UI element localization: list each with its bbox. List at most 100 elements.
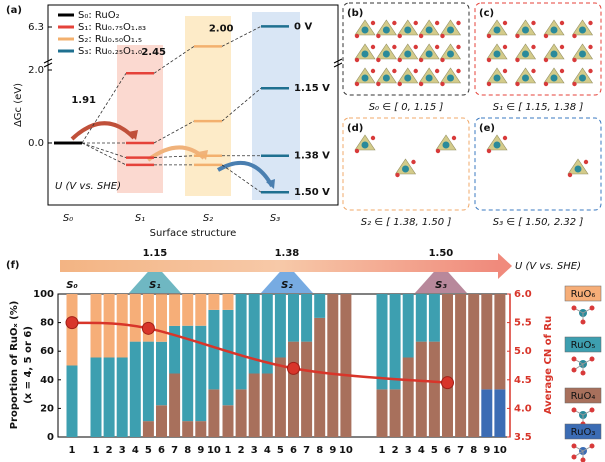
bar-segment — [288, 294, 299, 342]
o-atom — [376, 81, 381, 87]
series-label: 1.15 V — [294, 83, 330, 94]
ru-atom — [522, 50, 529, 58]
connector — [81, 142, 127, 158]
x-tick-label: 3 — [405, 445, 412, 456]
connector — [153, 46, 195, 74]
bar-segment — [156, 294, 167, 342]
connector — [153, 120, 195, 144]
legend-label: S₁: Ru₀.₇₅O₁.₈₃ — [78, 22, 146, 33]
bar-segment — [222, 294, 234, 310]
bar-segment — [327, 294, 339, 437]
potential-label: U (V vs. SHE) — [55, 181, 121, 192]
axis-break — [43, 58, 343, 68]
o-atom — [354, 33, 360, 39]
o-atom — [397, 81, 402, 87]
y-axis-note: (x = 4, 5 or 6) — [23, 326, 34, 404]
x-tick-label: 6 — [444, 445, 451, 456]
arrow — [146, 145, 206, 162]
o-atom — [392, 68, 397, 74]
x-tick-label: 9 — [197, 445, 204, 456]
ru-atom — [382, 26, 390, 34]
legend-label: RuO₆ — [571, 289, 596, 300]
bar-segment — [248, 294, 260, 374]
y2-tick-label: 6.0 — [514, 289, 532, 300]
x-tick-label: 7 — [457, 445, 464, 456]
series-label: 1.50 V — [294, 187, 330, 198]
y-tick-label: 40 — [40, 375, 54, 386]
y-tick-label: 0.0 — [28, 138, 44, 149]
structure-box — [342, 2, 470, 96]
bar-segment — [169, 294, 181, 326]
series-label: 1.38 V — [294, 151, 330, 162]
ru-atom — [382, 50, 390, 58]
x-tick-label: S₀ — [63, 213, 73, 224]
x-tick-label: S₂ — [203, 213, 213, 224]
x-tick-label: 4 — [418, 445, 425, 456]
connector — [153, 155, 195, 158]
o-atom — [434, 20, 440, 26]
group-label: S₂ — [281, 280, 293, 291]
step-label: 2.45 — [141, 47, 166, 58]
bar-segment — [415, 341, 427, 437]
o-atom — [376, 33, 381, 39]
bar-segment — [389, 389, 401, 437]
bar-segment — [182, 421, 194, 437]
o-atom — [411, 159, 416, 165]
structure-caption: S₂ ∈ [ 1.38, 1.50 ] — [361, 217, 452, 228]
ru-atom — [361, 50, 369, 58]
bar-segment — [274, 357, 286, 437]
bar-segment — [415, 294, 427, 342]
bar-segment — [116, 294, 128, 358]
o-atom — [354, 148, 360, 154]
o-atom — [531, 20, 536, 26]
trend-curve — [71, 321, 448, 384]
o-atom — [515, 81, 520, 87]
bar-segment — [481, 389, 493, 437]
o-atom — [583, 159, 589, 165]
legend-swatch — [564, 423, 602, 440]
o-atom — [515, 57, 520, 63]
ru-atom — [522, 74, 529, 82]
o-atom — [392, 20, 397, 26]
bar-segment — [235, 294, 247, 390]
o-atom — [559, 44, 565, 50]
x-tick-label: 2 — [238, 445, 245, 456]
cn-point — [141, 321, 155, 335]
bar-segment — [494, 294, 506, 390]
bar-segment — [129, 294, 141, 342]
y-tick-label: 100 — [33, 289, 54, 300]
bar-segment — [208, 309, 220, 390]
structure-box — [342, 117, 470, 211]
o-atom — [571, 454, 577, 460]
ru-atom — [550, 26, 558, 34]
ru-atom — [574, 165, 582, 173]
y-tick-label: 6.3 — [28, 22, 44, 33]
group-label: S₀ — [66, 280, 78, 291]
o-atom — [531, 44, 536, 50]
ru-atom — [425, 50, 433, 58]
bar-segment — [428, 341, 440, 437]
ru-atom — [425, 74, 433, 82]
legend-label: RuO₅ — [571, 340, 596, 351]
o-atom — [588, 68, 593, 74]
o-atom — [588, 44, 593, 50]
cn-point — [441, 376, 454, 390]
o-atom — [515, 33, 520, 39]
connector — [221, 26, 262, 47]
bar-segment — [103, 294, 115, 358]
o-atom — [456, 68, 461, 74]
o-atom — [435, 148, 441, 154]
potential-tick-label: 1.50 — [429, 248, 454, 259]
connector — [81, 142, 127, 166]
o-atom — [502, 68, 508, 74]
bar-segment — [208, 389, 220, 437]
o-atom — [572, 33, 577, 39]
x-tick-label: 1 — [93, 445, 100, 456]
ru-atom — [493, 50, 501, 58]
bar-segment — [314, 317, 326, 437]
panel-label: (e) — [479, 123, 495, 134]
bar-segment — [195, 294, 207, 326]
o-atom — [580, 319, 586, 325]
panel-label: (d) — [347, 123, 363, 134]
